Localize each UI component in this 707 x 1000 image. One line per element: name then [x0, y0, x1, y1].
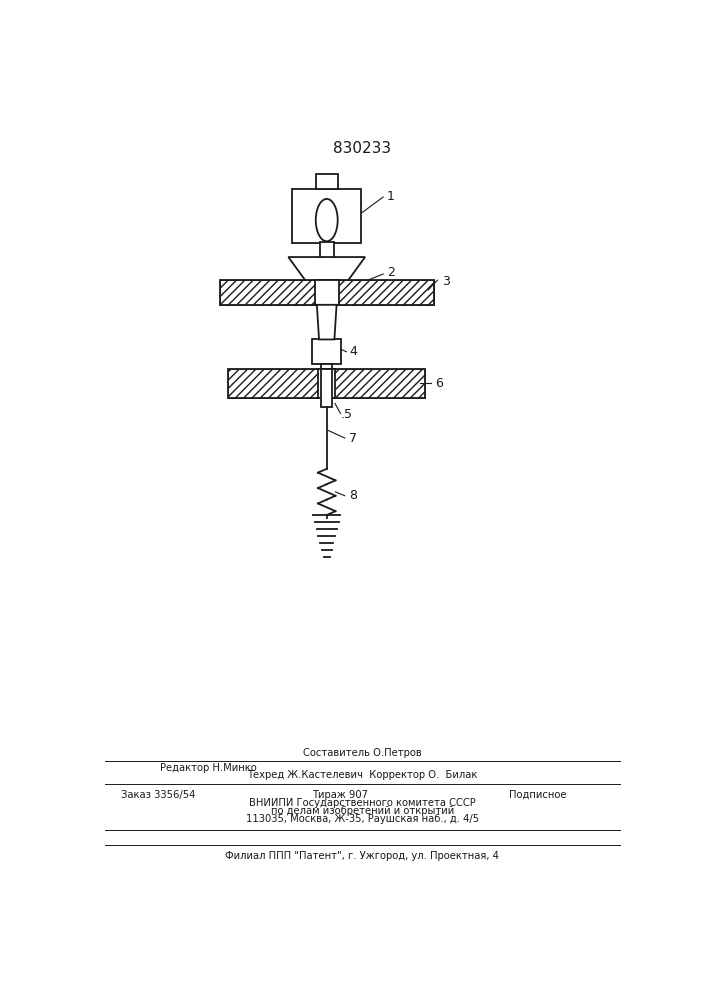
- Bar: [321, 369, 332, 407]
- Text: 7: 7: [349, 432, 356, 445]
- Text: Заказ 3356/54: Заказ 3356/54: [122, 790, 196, 800]
- Text: 6: 6: [436, 377, 443, 390]
- Bar: [220, 280, 433, 305]
- Polygon shape: [288, 257, 365, 293]
- Text: Техред Ж.Кастелевич  Корректор О.  Билак: Техред Ж.Кастелевич Корректор О. Билак: [247, 770, 477, 780]
- Text: ВНИИПИ Государственного комитета СССР: ВНИИПИ Государственного комитета СССР: [249, 798, 476, 808]
- Text: 2: 2: [387, 266, 395, 279]
- Polygon shape: [317, 305, 337, 339]
- Text: .5: .5: [341, 408, 352, 421]
- Bar: [316, 174, 338, 189]
- Bar: [228, 369, 426, 398]
- Text: Филиал ППП "Патент", г. Ужгород, ул. Проектная, 4: Филиал ППП "Патент", г. Ужгород, ул. Про…: [226, 851, 499, 861]
- Bar: [315, 370, 339, 390]
- Text: Редактор Н.Минко: Редактор Н.Минко: [160, 763, 257, 773]
- Ellipse shape: [316, 199, 338, 241]
- Bar: [315, 280, 339, 305]
- Text: 3: 3: [442, 275, 450, 288]
- Text: 4: 4: [350, 345, 358, 358]
- Text: по делам изобретений и открытий: по делам изобретений и открытий: [271, 806, 454, 816]
- Bar: [228, 369, 426, 398]
- Bar: [321, 364, 332, 370]
- Text: 8: 8: [349, 489, 356, 502]
- Text: 830233: 830233: [333, 141, 392, 156]
- Text: 113035, Москва, Ж-35, Раушская наб., д. 4/5: 113035, Москва, Ж-35, Раушская наб., д. …: [246, 814, 479, 824]
- Text: Тираж 907: Тираж 907: [312, 790, 368, 800]
- Bar: [220, 280, 433, 305]
- Text: Подписное: Подписное: [509, 790, 566, 800]
- Bar: [318, 369, 336, 398]
- Bar: [320, 242, 334, 259]
- Bar: [312, 339, 341, 364]
- Bar: [292, 189, 361, 243]
- Bar: [319, 293, 334, 305]
- Text: 1: 1: [387, 190, 395, 204]
- Text: Составитель О.Петров: Составитель О.Петров: [303, 748, 421, 758]
